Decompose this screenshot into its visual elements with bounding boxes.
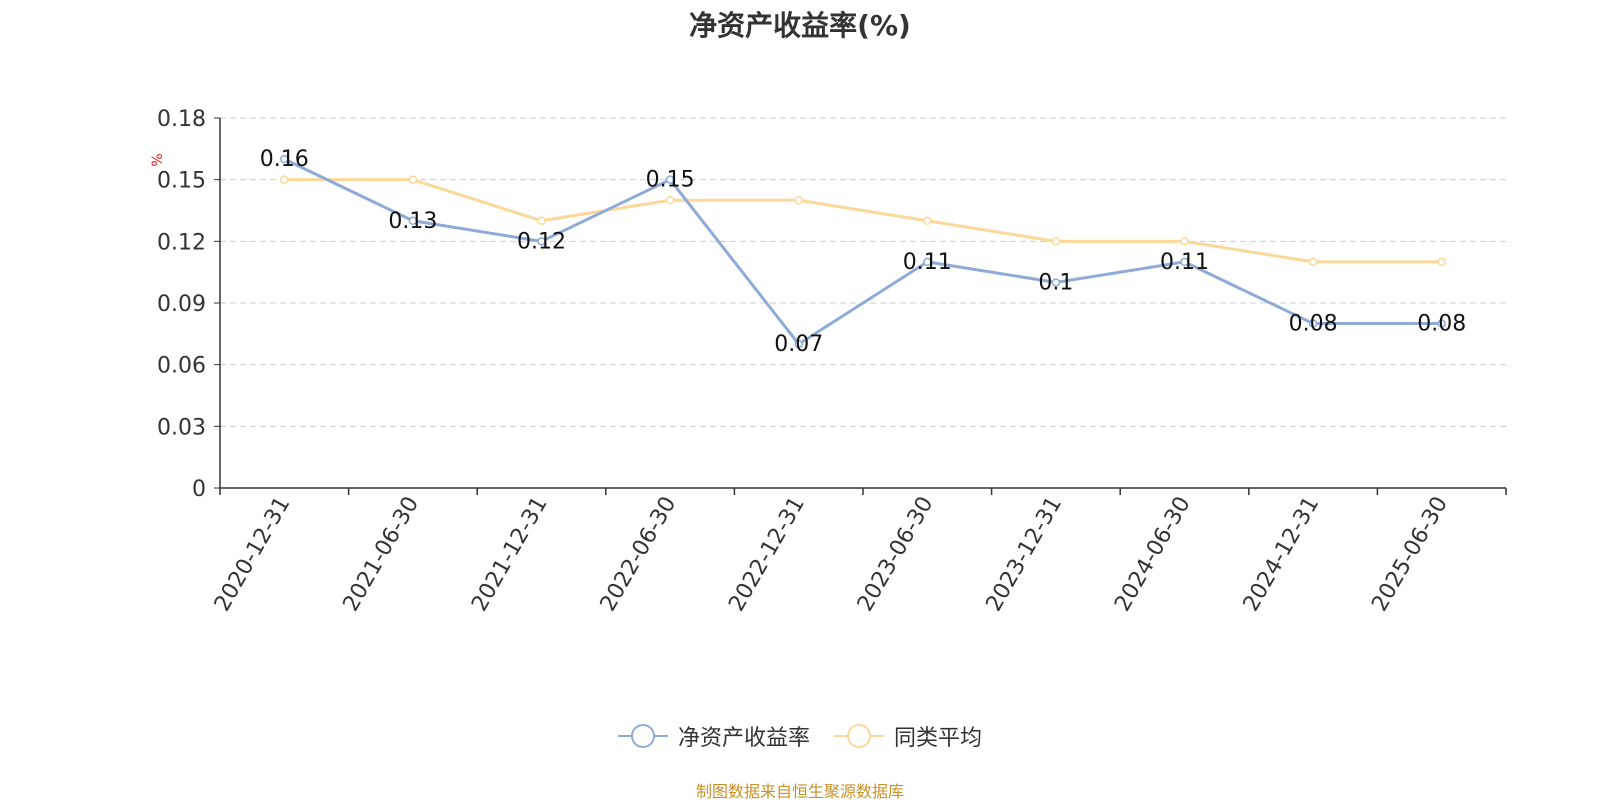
x-tick-label: 2021-12-31 [467, 493, 553, 616]
x-tick-label: 2024-12-31 [1239, 493, 1325, 616]
series-line [284, 178, 1442, 264]
data-point [1308, 257, 1318, 267]
x-tick-label: 2022-12-31 [724, 493, 810, 616]
data-label: 0.1 [1038, 270, 1073, 295]
y-tick-label: 0.18 [157, 107, 206, 132]
chart-title: 净资产收益率(%) [689, 9, 911, 42]
source-note: 制图数据来自恒生聚源数据库 [695, 782, 904, 801]
data-label: 0.12 [517, 229, 566, 254]
data-point [1308, 319, 1318, 328]
x-tick-label: 2025-06-30 [1367, 493, 1453, 616]
data-point [794, 195, 803, 205]
data-label: 0.11 [1160, 250, 1209, 275]
legend-marker-peer-average [834, 724, 884, 748]
data-point [923, 257, 932, 267]
y-tick-label: 0.09 [157, 292, 206, 317]
series-line [283, 157, 1442, 346]
data-label: 0.08 [1289, 312, 1338, 337]
legend-label-peer-average: 同类平均 [894, 726, 983, 751]
data-point [537, 216, 546, 226]
data-label: 0.11 [903, 250, 952, 275]
y-tick-label: 0.12 [157, 230, 206, 255]
x-tick-label: 2020-12-31 [210, 493, 296, 616]
data-point [1437, 257, 1446, 267]
data-point [665, 195, 675, 205]
data-point [408, 216, 418, 226]
data-point [1180, 257, 1189, 267]
y-tick-label: 0.03 [157, 415, 206, 440]
x-tick-label: 2023-06-30 [853, 493, 939, 616]
x-tick-label: 2022-06-30 [596, 493, 682, 616]
data-point [280, 154, 289, 164]
data-point [1051, 278, 1061, 287]
data-point [1180, 237, 1189, 246]
data-point [923, 216, 932, 226]
y-tick-label: 0 [192, 477, 206, 502]
data-point [1437, 319, 1446, 328]
data-label: 0.15 [646, 168, 695, 193]
data-label: 0.07 [774, 332, 823, 357]
legend: 净资产收益率 同类平均 [0, 720, 1600, 752]
data-label: 0.13 [388, 209, 437, 234]
x-tick-label: 2021-06-30 [339, 493, 425, 616]
legend-item-peer-average[interactable]: 同类平均 [834, 720, 982, 752]
y-tick-label: 0.06 [157, 354, 206, 379]
data-label: 0.08 [1417, 312, 1466, 337]
legend-label-roe: 净资产收益率 [677, 726, 810, 751]
x-tick-label: 2023-12-31 [982, 493, 1068, 616]
data-point [537, 237, 546, 246]
data-point [408, 175, 418, 184]
legend-item-roe[interactable]: 净资产收益率 [617, 720, 810, 752]
data-point [280, 175, 289, 184]
data-label: 0.16 [260, 147, 309, 172]
y-tick-label: 0.15 [157, 169, 206, 194]
data-point [665, 175, 675, 184]
data-point [1051, 237, 1061, 246]
x-tick-label: 2024-06-30 [1110, 493, 1196, 616]
legend-marker-roe [617, 724, 668, 748]
y-axis-label: % [150, 153, 166, 166]
data-point [794, 339, 803, 349]
